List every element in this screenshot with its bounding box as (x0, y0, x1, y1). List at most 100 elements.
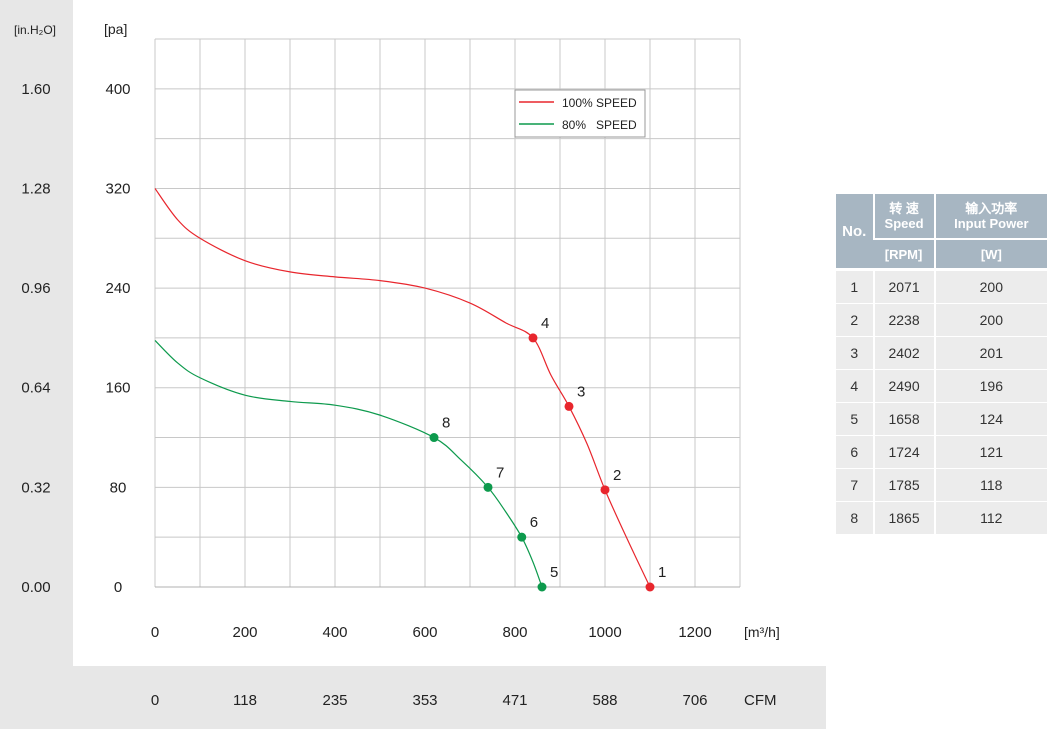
cell-speed: 2402 (872, 336, 935, 370)
table-header-row: No. 转 速 Speed 输入功率 Input Power (836, 194, 1047, 271)
header-power-cn: 输入功率 (965, 201, 1018, 216)
y2-tick-label: 0.96 (21, 280, 50, 297)
series-points (429, 333, 655, 592)
y2-axis-unit: [in.H₂O] (14, 23, 56, 37)
cell-power: 200 (933, 268, 1047, 304)
cell-no: 8 (836, 501, 874, 534)
cell-speed: 2490 (872, 369, 935, 403)
table-row: 8 1865 112 (836, 501, 1047, 534)
cell-power: 196 (933, 369, 1047, 403)
legend-label-80: 80% SPEED (562, 118, 637, 132)
grid (154, 38, 741, 588)
y2-tick-label: 1.28 (21, 180, 50, 197)
cell-speed: 1865 (872, 501, 935, 534)
operating-point-6 (517, 532, 527, 542)
x2-axis-unit: CFM (744, 692, 777, 709)
header-no: No. (836, 194, 874, 271)
table-row: 6 1724 121 (836, 435, 1047, 469)
table-row: 5 1658 124 (836, 402, 1047, 436)
series-line-100 (154, 188, 651, 588)
x2-tick-label: 235 (322, 692, 347, 709)
legend-box (514, 89, 646, 138)
x-tick-label: 1200 (678, 624, 711, 641)
left-axis-panel (0, 0, 73, 729)
y-tick-label: 160 (105, 380, 130, 397)
table-row: 2 2238 200 (836, 303, 1047, 337)
point-label-6: 6 (530, 514, 538, 531)
point-label-7: 7 (496, 464, 504, 481)
y2-tick-label: 0.64 (21, 380, 50, 397)
x2-tick-label: 0 (151, 692, 159, 709)
x-tick-label: 600 (412, 624, 437, 641)
header-speed-en: Speed (884, 216, 924, 231)
point-label-8: 8 (442, 415, 450, 432)
cell-speed: 2238 (872, 303, 935, 337)
cell-speed: 1785 (872, 468, 935, 502)
cell-speed: 2071 (872, 268, 935, 304)
legend: 100% SPEED 80% SPEED (514, 89, 646, 138)
tick-labels: 0020011840023560035380047110005881200706… (21, 81, 711, 709)
bottom-axis-panel (73, 666, 826, 729)
x2-tick-label: 588 (592, 692, 617, 709)
operating-point-7 (483, 482, 493, 492)
cell-no: 6 (836, 435, 874, 469)
x2-tick-label: 706 (682, 692, 707, 709)
cell-no: 5 (836, 402, 874, 436)
y-tick-label: 0 (114, 579, 122, 596)
table-row: 7 1785 118 (836, 468, 1047, 502)
header-power-en: Input Power (954, 216, 1029, 231)
cell-no: 2 (836, 303, 874, 337)
point-labels: 1 2 3 4 5 6 7 8 (442, 315, 666, 581)
operating-point-8 (429, 433, 439, 443)
operating-point-1 (645, 582, 655, 592)
point-label-5: 5 (550, 564, 558, 581)
header-speed-cn: 转 速 (889, 201, 919, 216)
y-tick-label: 400 (105, 81, 130, 98)
legend-label-100: 100% SPEED (562, 96, 637, 110)
cell-power: 121 (933, 435, 1047, 469)
cell-no: 3 (836, 336, 874, 370)
x2-tick-label: 353 (412, 692, 437, 709)
y-axis-unit: [pa] (104, 21, 127, 37)
header-power-unit: [W] (933, 239, 1047, 270)
x-axis-unit: [m³/h] (744, 624, 780, 640)
operating-point-2 (600, 485, 610, 495)
cell-speed: 1724 (872, 435, 935, 469)
x-tick-label: 200 (232, 624, 257, 641)
cell-power: 112 (933, 501, 1047, 534)
cell-no: 1 (836, 268, 874, 304)
header-speed: 转 速 Speed (872, 194, 935, 240)
header-power: 输入功率 Input Power (933, 194, 1047, 240)
table-row: 3 2402 201 (836, 336, 1047, 370)
point-label-2: 2 (613, 467, 621, 484)
y2-tick-label: 1.60 (21, 81, 50, 98)
table-body: 1 2071 200 2 2238 200 3 2402 201 4 2490 196 5 1658 124… (836, 268, 1047, 534)
x-tick-label: 800 (502, 624, 527, 641)
spec-table: No. 转 速 Speed 输入功率 Input Power [RPM] [W]… (836, 194, 1047, 534)
cell-no: 4 (836, 369, 874, 403)
cell-power: 118 (933, 468, 1047, 502)
x-tick-label: 400 (322, 624, 347, 641)
cell-no: 7 (836, 468, 874, 502)
y-tick-label: 320 (105, 180, 130, 197)
table-row: 4 2490 196 (836, 369, 1047, 403)
operating-point-5 (537, 582, 547, 592)
x-tick-label: 1000 (588, 624, 621, 641)
table-row: 1 2071 200 (836, 268, 1047, 304)
x2-tick-label: 118 (233, 692, 257, 709)
y2-tick-label: 0.32 (21, 479, 50, 496)
header-speed-unit: [RPM] (873, 239, 935, 270)
point-label-3: 3 (577, 383, 585, 400)
y2-tick-label: 0.00 (21, 579, 50, 596)
cell-speed: 1658 (872, 402, 935, 436)
y-tick-label: 240 (105, 280, 130, 297)
point-label-4: 4 (541, 315, 549, 332)
cell-power: 200 (933, 303, 1047, 337)
x2-tick-label: 471 (502, 692, 527, 709)
table-unit-row: [RPM] [W] (836, 239, 1047, 270)
cell-power: 124 (933, 402, 1047, 436)
series-line-80 (154, 339, 543, 588)
y-tick-label: 80 (110, 479, 127, 496)
cell-power: 201 (933, 336, 1047, 370)
